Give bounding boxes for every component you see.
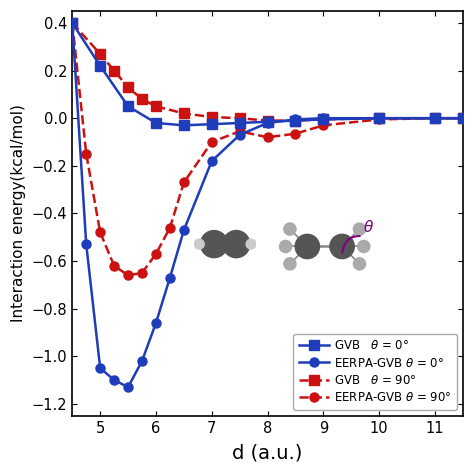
Circle shape xyxy=(284,223,296,235)
Circle shape xyxy=(330,234,354,259)
GVB   $\theta$ = 90° xyxy=(97,51,103,57)
GVB   $\theta$ = 90° xyxy=(181,110,187,116)
GVB   $\theta$ = 90° xyxy=(460,115,466,121)
GVB   $\theta$ = 0° xyxy=(460,115,466,121)
GVB   $\theta$ = 90° xyxy=(69,20,75,26)
Circle shape xyxy=(223,230,250,258)
GVB   $\theta$ = 0° xyxy=(292,118,298,123)
GVB   $\theta$ = 0° xyxy=(209,121,215,127)
Circle shape xyxy=(201,230,228,258)
EERPA-GVB $\theta$ = 0° xyxy=(69,20,75,26)
EERPA-GVB $\theta$ = 90° xyxy=(153,251,159,257)
GVB   $\theta$ = 0° xyxy=(181,122,187,128)
Legend: GVB   $\theta$ = 0°, EERPA-GVB $\theta$ = 0°, GVB   $\theta$ = 90°, EERPA-GVB $\: GVB $\theta$ = 0°, EERPA-GVB $\theta$ = … xyxy=(293,334,457,410)
EERPA-GVB $\theta$ = 90° xyxy=(432,115,438,121)
GVB   $\theta$ = 0° xyxy=(125,103,131,109)
GVB   $\theta$ = 90° xyxy=(111,68,117,73)
GVB   $\theta$ = 90° xyxy=(153,103,159,109)
GVB   $\theta$ = 90° xyxy=(292,118,298,123)
Circle shape xyxy=(295,234,319,259)
Line: EERPA-GVB $\theta$ = 0°: EERPA-GVB $\theta$ = 0° xyxy=(68,18,467,392)
EERPA-GVB $\theta$ = 90° xyxy=(111,263,117,269)
EERPA-GVB $\theta$ = 0° xyxy=(460,115,466,121)
Circle shape xyxy=(194,239,204,249)
EERPA-GVB $\theta$ = 0° xyxy=(153,320,159,326)
GVB   $\theta$ = 0° xyxy=(432,115,438,121)
GVB   $\theta$ = 90° xyxy=(237,115,243,121)
EERPA-GVB $\theta$ = 90° xyxy=(237,128,243,134)
EERPA-GVB $\theta$ = 90° xyxy=(97,229,103,235)
FancyArrowPatch shape xyxy=(342,236,360,253)
GVB   $\theta$ = 0° xyxy=(97,63,103,69)
Line: GVB   $\theta$ = 90°: GVB $\theta$ = 90° xyxy=(68,18,467,125)
GVB   $\theta$ = 90° xyxy=(139,96,145,102)
Circle shape xyxy=(280,240,292,253)
GVB   $\theta$ = 0° xyxy=(153,120,159,126)
EERPA-GVB $\theta$ = 0° xyxy=(139,358,145,364)
EERPA-GVB $\theta$ = 0° xyxy=(97,365,103,371)
Circle shape xyxy=(353,223,365,235)
GVB   $\theta$ = 90° xyxy=(320,117,326,122)
GVB   $\theta$ = 0° xyxy=(376,115,382,121)
GVB   $\theta$ = 90° xyxy=(209,114,215,120)
Text: $\theta$: $\theta$ xyxy=(363,219,374,236)
GVB   $\theta$ = 90° xyxy=(265,118,271,123)
EERPA-GVB $\theta$ = 90° xyxy=(139,270,145,276)
GVB   $\theta$ = 0° xyxy=(320,117,326,122)
EERPA-GVB $\theta$ = 0° xyxy=(209,158,215,164)
Circle shape xyxy=(353,258,365,270)
EERPA-GVB $\theta$ = 90° xyxy=(320,122,326,128)
EERPA-GVB $\theta$ = 90° xyxy=(69,20,75,26)
EERPA-GVB $\theta$ = 0° xyxy=(320,115,326,121)
GVB   $\theta$ = 90° xyxy=(432,115,438,121)
Line: EERPA-GVB $\theta$ = 90°: EERPA-GVB $\theta$ = 90° xyxy=(68,18,467,280)
EERPA-GVB $\theta$ = 0° xyxy=(181,227,187,233)
EERPA-GVB $\theta$ = 90° xyxy=(167,225,173,230)
GVB   $\theta$ = 90° xyxy=(125,84,131,90)
EERPA-GVB $\theta$ = 0° xyxy=(111,377,117,383)
EERPA-GVB $\theta$ = 90° xyxy=(376,117,382,122)
EERPA-GVB $\theta$ = 0° xyxy=(376,115,382,121)
EERPA-GVB $\theta$ = 90° xyxy=(265,135,271,140)
X-axis label: d (a.u.): d (a.u.) xyxy=(232,444,303,463)
Line: GVB   $\theta$ = 0°: GVB $\theta$ = 0° xyxy=(68,18,467,130)
EERPA-GVB $\theta$ = 90° xyxy=(292,131,298,137)
GVB   $\theta$ = 0° xyxy=(237,120,243,126)
Circle shape xyxy=(358,240,370,253)
EERPA-GVB $\theta$ = 0° xyxy=(83,241,89,247)
GVB   $\theta$ = 0° xyxy=(69,20,75,26)
EERPA-GVB $\theta$ = 0° xyxy=(265,120,271,126)
EERPA-GVB $\theta$ = 90° xyxy=(181,180,187,185)
EERPA-GVB $\theta$ = 0° xyxy=(125,384,131,390)
EERPA-GVB $\theta$ = 90° xyxy=(209,139,215,145)
Y-axis label: Interaction energy(kcal/mol): Interaction energy(kcal/mol) xyxy=(11,104,26,322)
EERPA-GVB $\theta$ = 90° xyxy=(83,151,89,157)
EERPA-GVB $\theta$ = 0° xyxy=(292,117,298,122)
EERPA-GVB $\theta$ = 0° xyxy=(167,275,173,281)
EERPA-GVB $\theta$ = 90° xyxy=(460,115,466,121)
Circle shape xyxy=(284,258,296,270)
EERPA-GVB $\theta$ = 0° xyxy=(432,115,438,121)
EERPA-GVB $\theta$ = 90° xyxy=(125,273,131,278)
EERPA-GVB $\theta$ = 0° xyxy=(237,132,243,138)
Circle shape xyxy=(246,239,256,249)
GVB   $\theta$ = 0° xyxy=(265,119,271,125)
GVB   $\theta$ = 90° xyxy=(376,115,382,121)
